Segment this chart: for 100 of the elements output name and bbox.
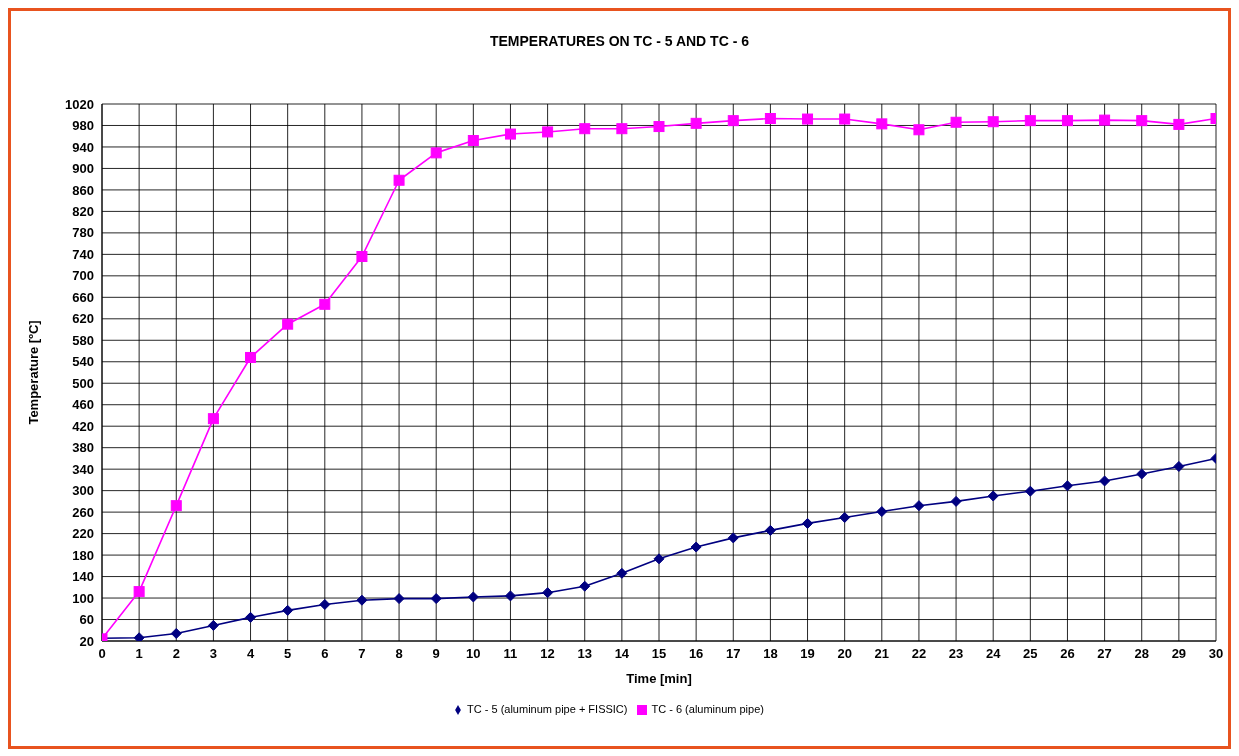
point (1061, 480, 1073, 492)
x-tick-label: 6 (321, 646, 329, 662)
y-tick-label: 420 (72, 418, 94, 434)
y-tick-label: 860 (72, 182, 94, 198)
x-tick-label: 14 (614, 646, 630, 662)
x-tick-label: 30 (1208, 646, 1224, 662)
point (802, 517, 814, 529)
point (1099, 114, 1111, 126)
point (839, 113, 851, 125)
point (504, 128, 516, 140)
y-tick-label: 1020 (65, 96, 94, 112)
y-tick-label: 660 (72, 289, 94, 305)
x-tick-label: 16 (688, 646, 704, 662)
x-tick-label: 2 (172, 646, 180, 662)
point (282, 604, 294, 616)
point (913, 124, 925, 136)
y-tick-label: 780 (72, 225, 94, 241)
point (170, 627, 182, 639)
x-tick-label: 17 (726, 646, 741, 662)
point (504, 590, 516, 602)
x-tick-label: 11 (503, 646, 518, 662)
x-tick-label: 15 (651, 646, 667, 662)
point (430, 593, 442, 605)
x-tick-label: 19 (800, 646, 815, 662)
point (1024, 485, 1036, 497)
x-tick-label: 1 (135, 646, 143, 662)
y-tick-label: 540 (72, 354, 94, 370)
x-tick-label: 25 (1023, 646, 1038, 662)
y-tick-label: 380 (72, 440, 94, 456)
point (542, 126, 554, 138)
x-tick-label: 9 (432, 646, 440, 662)
point (542, 587, 554, 599)
point (393, 174, 405, 186)
y-tick-label: 100 (72, 590, 94, 606)
point (170, 500, 182, 512)
y-tick-label: 500 (72, 375, 94, 391)
point (1136, 468, 1148, 480)
point (802, 113, 814, 125)
y-tick-label: 140 (72, 569, 94, 585)
y-tick-label: 60 (79, 612, 94, 628)
point (579, 580, 591, 592)
x-tick-label: 24 (985, 646, 1002, 662)
y-tick-label: 20 (79, 633, 94, 649)
point (727, 532, 739, 544)
x-tick-label: 4 (246, 646, 255, 662)
point (319, 598, 331, 610)
x-tick-label: 23 (948, 646, 964, 662)
point (1173, 118, 1185, 130)
y-tick-label: 700 (72, 268, 94, 284)
point (393, 593, 405, 605)
point (207, 413, 219, 425)
x-tick-label: 21 (874, 646, 890, 662)
point (764, 113, 776, 124)
point (616, 567, 628, 579)
point (616, 123, 628, 135)
point (913, 500, 925, 512)
chart-title: TEMPERATURES ON TC - 5 AND TC - 6 (489, 32, 750, 51)
point (467, 591, 479, 603)
point (430, 147, 442, 159)
point (319, 298, 331, 310)
point (1099, 475, 1111, 487)
point (133, 632, 145, 641)
point (764, 524, 776, 536)
x-tick-label: 8 (395, 646, 403, 662)
point (356, 594, 368, 606)
y-tick-label: 620 (72, 311, 94, 327)
legend-label: TC - 5 (aluminum pipe + FISSIC) (467, 703, 628, 715)
point (1136, 115, 1148, 127)
x-tick-label: 22 (911, 646, 927, 662)
y-tick-label: 980 (72, 118, 94, 134)
point (207, 619, 219, 631)
point (987, 116, 999, 128)
point (245, 351, 257, 363)
point (653, 553, 665, 565)
x-tick-label: 28 (1134, 646, 1149, 662)
point (987, 490, 999, 502)
y-tick-label: 340 (72, 461, 94, 477)
y-tick-label: 820 (72, 204, 94, 220)
point (950, 116, 962, 128)
x-tick-label: 3 (209, 646, 218, 662)
x-axis-title: Time [min] (626, 671, 692, 686)
point (727, 115, 739, 127)
point (356, 251, 368, 263)
point (1024, 115, 1036, 127)
point (467, 135, 479, 147)
point (876, 506, 888, 518)
point (133, 586, 145, 598)
x-tick-label: 10 (466, 646, 481, 662)
point (579, 123, 591, 135)
point (1061, 115, 1073, 127)
y-tick-label: 740 (72, 246, 94, 262)
point (245, 611, 257, 623)
point (950, 495, 962, 507)
point (653, 121, 665, 133)
x-tick-label: 26 (1060, 646, 1075, 662)
x-tick-label: 18 (763, 646, 778, 662)
point (282, 318, 294, 330)
point (690, 541, 702, 553)
y-tick-label: 460 (72, 397, 94, 413)
point (1173, 460, 1185, 472)
